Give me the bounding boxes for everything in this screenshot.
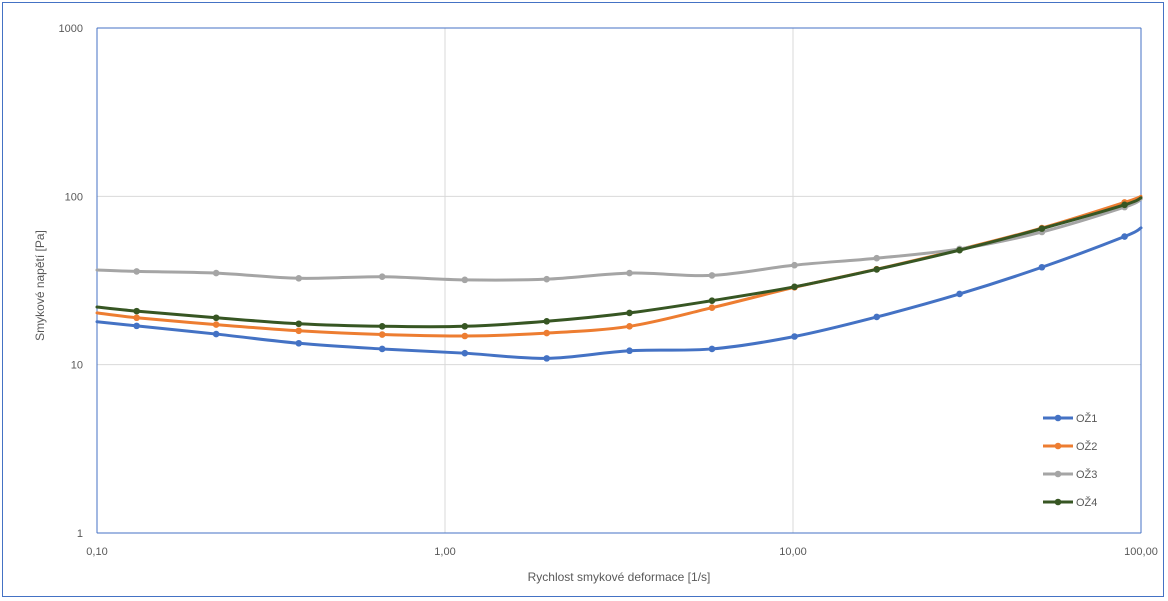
legend-swatch-marker [1054,498,1062,506]
x-tick-label: 100,00 [1124,546,1158,558]
data-point-series-4 [1038,225,1046,232]
legend-swatch-marker [1054,470,1062,478]
legend-swatch-marker [1054,442,1062,450]
y-tick-label: 1000 [59,23,83,35]
x-axis-title: Rychlost smykové deformace [1/s] [528,570,711,584]
data-point-series-3 [708,272,716,279]
x-tick-label: 0,10 [86,546,107,558]
data-point-series-1 [295,339,303,347]
data-point-series-4 [461,323,469,330]
legend-label: OŽ1 [1076,412,1097,425]
data-point-series-3 [543,275,551,283]
y-tick-label: 100 [65,191,83,203]
y-tick-label: 1 [77,528,83,540]
data-point-series-1 [461,349,469,357]
data-point-series-3 [378,273,386,281]
data-point-series-2 [133,314,140,322]
data-point-series-1 [956,290,963,298]
data-point-series-4 [873,266,881,273]
data-point-series-3 [873,254,881,262]
data-point-series-3 [626,269,633,277]
legend-label: OŽ3 [1076,468,1097,481]
data-point-series-2 [295,327,303,335]
data-point-series-3 [133,268,140,275]
data-point-series-4 [543,317,551,325]
data-point-series-1 [626,347,633,355]
data-point-series-4 [378,323,386,330]
x-tick-label: 1,00 [434,546,455,558]
data-point-series-2 [543,329,551,337]
data-point-series-4 [626,309,633,317]
data-point-series-4 [212,314,220,322]
legend-swatch-marker [1054,414,1062,422]
data-point-series-1 [873,313,881,321]
data-point-series-2 [378,331,386,338]
data-point-series-1 [708,345,716,353]
data-point-series-1 [791,333,798,340]
data-point-series-3 [212,269,220,277]
data-point-series-4 [1121,201,1128,209]
data-point-series-3 [461,276,469,284]
x-tick-label: 10,00 [779,546,807,558]
data-point-series-1 [212,330,220,338]
legend-label: OŽ2 [1076,440,1097,453]
data-point-series-4 [708,297,716,304]
data-point-series-1 [378,345,386,353]
data-point-series-1 [543,355,551,362]
y-axis-title: Smykové napětí [Pa] [33,230,47,341]
data-point-series-4 [956,246,963,254]
y-tick-label: 10 [71,360,83,372]
data-point-series-1 [1038,263,1046,271]
data-point-series-4 [791,283,798,291]
data-point-series-2 [708,304,716,311]
series-line-3 [95,197,1143,282]
data-point-series-1 [1121,233,1128,240]
plot-area [96,27,1142,534]
data-point-series-2 [212,321,220,328]
legend-label: OŽ4 [1076,496,1097,509]
data-point-series-2 [626,323,633,330]
data-point-series-4 [133,307,140,315]
data-point-series-3 [295,274,303,282]
series-line-4 [95,196,1143,329]
data-point-series-4 [295,320,303,328]
data-point-series-3 [791,261,798,269]
data-point-series-2 [461,332,469,340]
series-line-1 [95,226,1143,360]
data-point-series-1 [133,322,140,330]
